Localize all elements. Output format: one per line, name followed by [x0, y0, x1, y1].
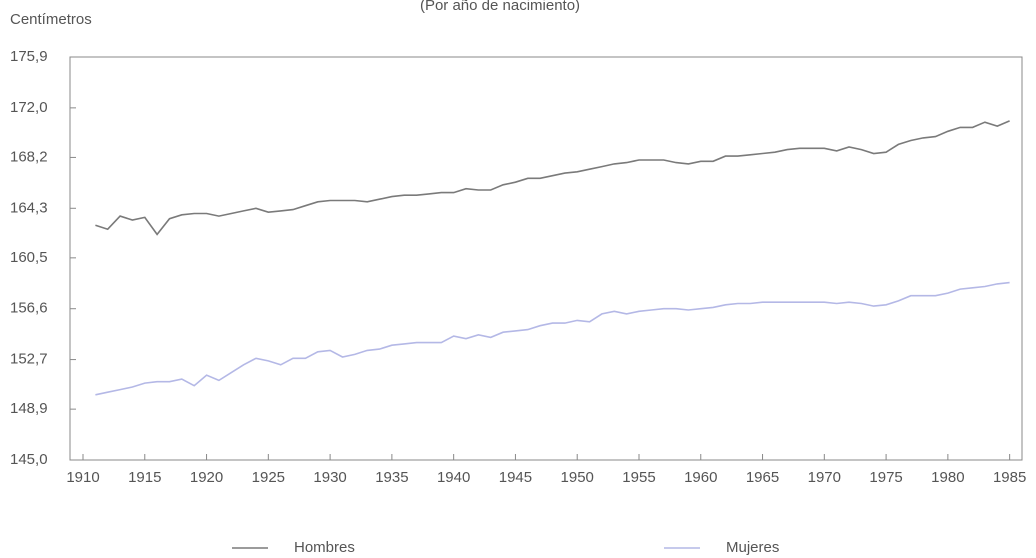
y-tick-label: 156,6 [10, 300, 48, 317]
x-tick-label: 1955 [622, 469, 655, 486]
x-tick-label: 1930 [313, 469, 346, 486]
x-tick-label: 1975 [869, 469, 902, 486]
legend-label: Hombres [294, 539, 355, 556]
x-tick-label: 1915 [128, 469, 161, 486]
x-tick-label: 1970 [808, 469, 841, 486]
x-tick-label: 1945 [499, 469, 532, 486]
y-tick-label: 168,2 [10, 148, 48, 165]
series-line [95, 120, 1010, 236]
x-tick-label: 1980 [931, 469, 964, 486]
series-line [95, 281, 1010, 396]
x-tick-label: 1965 [746, 469, 779, 486]
y-tick-label: 175,9 [10, 48, 48, 65]
x-tick-label: 1935 [375, 469, 408, 486]
legend-label: Mujeres [726, 539, 779, 556]
x-tick-label: 1950 [561, 469, 594, 486]
x-tick-label: 1925 [252, 469, 285, 486]
chart-subtitle: (Por año de nacimiento) [420, 0, 580, 14]
y-tick-label: 152,7 [10, 351, 48, 368]
x-tick-label: 1940 [437, 469, 470, 486]
y-tick-label: 148,9 [10, 400, 48, 417]
x-tick-label: 1920 [190, 469, 223, 486]
y-tick-label: 164,3 [10, 199, 48, 216]
x-tick-label: 1985 [993, 469, 1026, 486]
plot-frame [69, 56, 1023, 461]
y-tick-label: 145,0 [10, 451, 48, 468]
y-tick-label: 160,5 [10, 249, 48, 266]
y-axis-label: Centímetros [10, 11, 92, 28]
x-tick-label: 1960 [684, 469, 717, 486]
y-tick-label: 172,0 [10, 99, 48, 116]
x-tick-label: 1910 [66, 469, 99, 486]
